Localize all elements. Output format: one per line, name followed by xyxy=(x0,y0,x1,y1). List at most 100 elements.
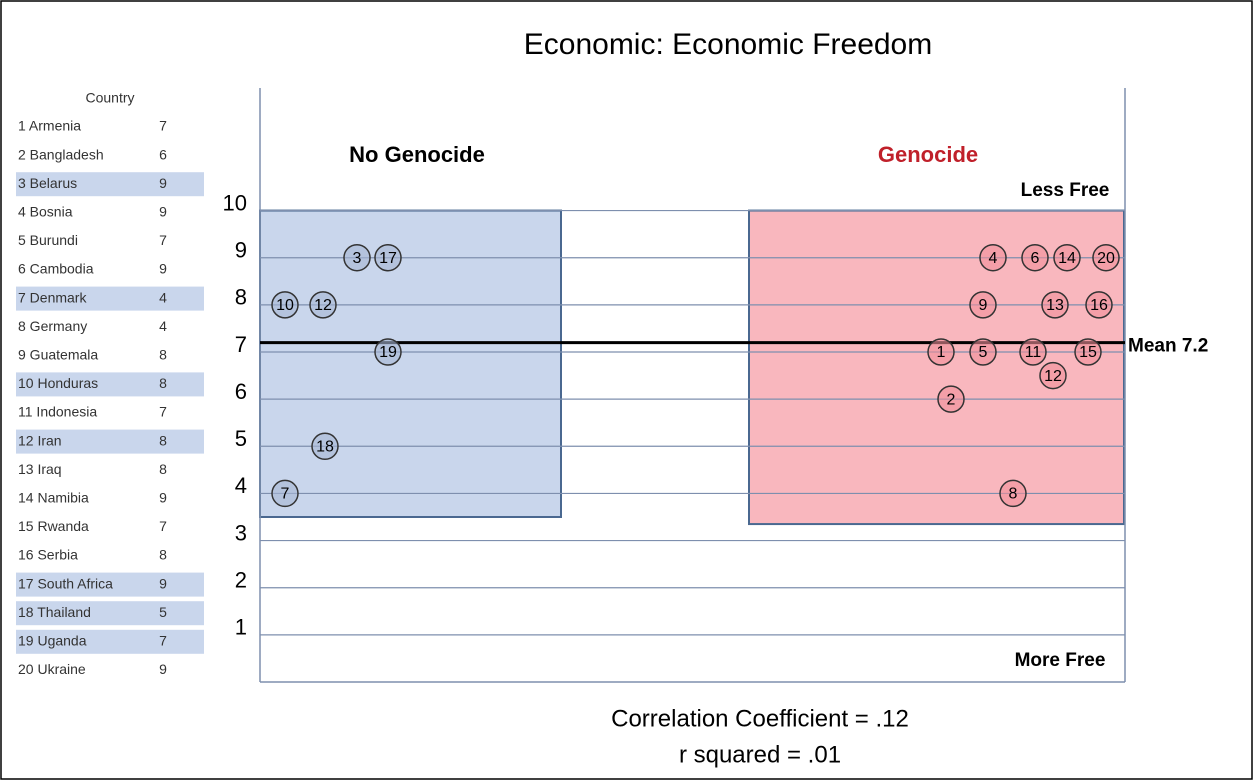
note: r squared = .01 xyxy=(679,741,841,768)
country-value: 9 xyxy=(159,490,167,506)
country-value: 9 xyxy=(159,661,167,677)
point-label: 17 xyxy=(379,250,397,267)
point-label: 1 xyxy=(937,344,946,361)
country-name: 11 Indonesia xyxy=(18,404,97,420)
point xyxy=(309,291,337,319)
country-name: 14 Namibia xyxy=(18,490,89,506)
row-highlight xyxy=(16,172,204,197)
point-label: 6 xyxy=(1031,250,1040,267)
point-label: 19 xyxy=(379,344,397,361)
country-value: 8 xyxy=(159,432,167,448)
y-tick-label: 10 xyxy=(223,190,247,215)
point-label: 13 xyxy=(1046,297,1064,314)
country-value: 7 xyxy=(159,404,167,420)
country-value: 9 xyxy=(159,175,167,191)
country-name: 19 Uganda xyxy=(18,633,87,649)
country-name: 3 Belarus xyxy=(18,175,77,191)
point-label: 20 xyxy=(1097,250,1115,267)
point xyxy=(343,243,371,272)
country-name: 12 Iran xyxy=(18,432,62,448)
chart-title: Economic: Economic Freedom xyxy=(524,28,933,61)
country-name: 10 Honduras xyxy=(18,375,98,391)
top-label: Less Free xyxy=(1021,180,1110,201)
point-label: 10 xyxy=(276,297,294,314)
point-label: 15 xyxy=(1079,344,1097,361)
point xyxy=(1074,338,1102,366)
point xyxy=(374,338,402,366)
country-value: 7 xyxy=(159,118,167,134)
country-name: 9 Guatemala xyxy=(18,347,98,363)
country-name: 20 Ukraine xyxy=(18,661,86,677)
point xyxy=(969,338,997,366)
bottom-label: More Free xyxy=(1015,650,1106,671)
point xyxy=(979,243,1007,272)
row-highlight xyxy=(16,572,204,597)
country-value: 6 xyxy=(159,146,167,162)
point xyxy=(1092,243,1120,272)
point-label: 8 xyxy=(1009,486,1018,503)
y-tick-label: 6 xyxy=(235,379,247,404)
point-label: 14 xyxy=(1058,250,1076,267)
y-tick-label: 3 xyxy=(235,520,247,545)
country-value: 7 xyxy=(159,518,167,534)
point xyxy=(271,291,299,319)
country-value: 8 xyxy=(159,547,167,563)
group-box xyxy=(259,209,562,518)
point-label: 9 xyxy=(979,297,988,314)
point-label: 16 xyxy=(1090,297,1108,314)
row-highlight xyxy=(16,601,204,626)
country-value: 7 xyxy=(159,633,167,649)
point xyxy=(927,338,955,366)
point-label: 12 xyxy=(314,297,332,314)
country-value: 8 xyxy=(159,461,167,477)
point-label: 2 xyxy=(947,391,956,408)
point xyxy=(311,432,339,461)
point-label: 12 xyxy=(1044,368,1062,385)
point-label: 11 xyxy=(1025,344,1042,361)
country-value: 9 xyxy=(159,204,167,220)
point xyxy=(1019,338,1047,366)
group-title: Genocide xyxy=(878,142,978,167)
country-name: 13 Iraq xyxy=(18,461,62,477)
point xyxy=(1021,243,1049,272)
point-label: 7 xyxy=(281,486,290,503)
point xyxy=(1041,291,1069,319)
y-tick-label: 5 xyxy=(235,426,247,451)
country-value: 4 xyxy=(159,289,167,305)
point xyxy=(1053,243,1081,272)
country-name: 7 Denmark xyxy=(18,289,87,305)
point-label: 18 xyxy=(316,439,334,456)
country-name: 17 South Africa xyxy=(18,575,113,591)
row-highlight xyxy=(16,286,204,311)
row-highlight xyxy=(16,429,204,454)
point xyxy=(374,243,402,272)
country-name: 2 Bangladesh xyxy=(18,146,104,162)
country-name: 15 Rwanda xyxy=(18,518,89,534)
country-name: 1 Armenia xyxy=(18,118,81,134)
y-tick-label: 7 xyxy=(235,332,247,357)
y-tick-label: 8 xyxy=(235,285,247,310)
country-name: 5 Burundi xyxy=(18,232,78,248)
point xyxy=(999,479,1027,508)
country-value: 5 xyxy=(159,604,167,620)
note: Correlation Coefficient = .12 xyxy=(611,705,909,732)
point xyxy=(1085,291,1113,319)
y-tick-label: 9 xyxy=(235,238,247,263)
country-name: 18 Thailand xyxy=(18,604,91,620)
country-name: 8 Germany xyxy=(18,318,87,334)
y-tick-label: 4 xyxy=(235,473,247,498)
country-value: 9 xyxy=(159,261,167,277)
country-value: 4 xyxy=(159,318,167,334)
country-name: 4 Bosnia xyxy=(18,204,73,220)
point xyxy=(937,385,965,413)
country-value: 8 xyxy=(159,375,167,391)
country-value: 7 xyxy=(159,232,167,248)
point-label: 4 xyxy=(989,250,998,267)
point-label: 3 xyxy=(353,250,362,267)
country-name: 16 Serbia xyxy=(18,547,78,563)
point xyxy=(969,291,997,319)
country-name: 6 Cambodia xyxy=(18,261,94,277)
point xyxy=(271,479,299,508)
mean-label: Mean 7.2 xyxy=(1128,336,1208,357)
